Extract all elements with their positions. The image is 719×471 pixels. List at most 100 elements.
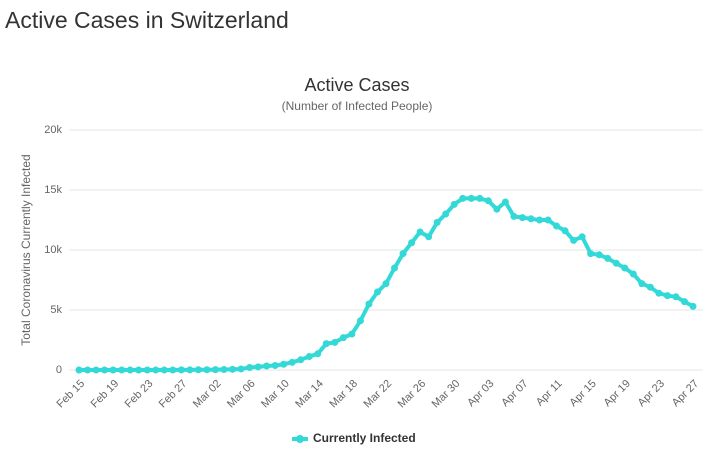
data-point: [365, 300, 373, 308]
y-tick-label: 10k: [44, 244, 62, 256]
data-point: [680, 298, 688, 306]
data-point: [501, 198, 509, 206]
data-point: [331, 338, 339, 346]
x-tick-label: Mar 26: [396, 378, 429, 411]
data-point: [689, 302, 697, 310]
data-point: [518, 214, 526, 222]
data-point: [246, 363, 254, 371]
data-point: [604, 254, 612, 262]
x-tick-label: Apr 27: [670, 378, 701, 409]
data-point: [288, 358, 296, 366]
data-point: [663, 292, 671, 300]
data-point: [536, 216, 543, 224]
data-point: [416, 228, 424, 236]
x-tick-label: Feb 23: [123, 378, 156, 411]
data-point: [408, 239, 416, 247]
data-point: [118, 366, 126, 374]
chart-title: Active Cases: [304, 75, 409, 95]
data-point: [254, 363, 262, 371]
data-point: [280, 360, 288, 368]
chart-subtitle: (Number of Infected People): [282, 99, 433, 113]
data-point: [399, 250, 407, 258]
data-point: [373, 288, 381, 296]
data-point: [177, 366, 185, 374]
page-title: Active Cases in Switzerland: [5, 7, 289, 33]
x-tick-label: Mar 14: [293, 378, 326, 411]
data-point: [612, 259, 620, 267]
data-point: [194, 366, 202, 374]
data-point: [109, 366, 117, 374]
data-point: [510, 212, 518, 220]
x-tick-label: Feb 27: [157, 378, 190, 411]
x-tick-label: Mar 02: [191, 378, 224, 411]
data-point: [211, 366, 219, 374]
data-point: [527, 215, 535, 223]
data-point: [672, 293, 680, 301]
x-tick-label: Mar 30: [430, 378, 463, 411]
y-axis-label: Total Coronavirus Currently Infected: [19, 154, 33, 345]
data-point: [101, 366, 109, 374]
data-point: [425, 233, 433, 241]
data-point: [621, 264, 629, 272]
data-point: [493, 205, 501, 213]
data-point: [356, 317, 364, 325]
data-point: [484, 197, 492, 205]
data-point: [237, 365, 245, 373]
data-point: [92, 366, 100, 374]
data-point: [143, 366, 151, 374]
data-point: [476, 194, 484, 202]
data-point: [553, 222, 561, 230]
data-point: [646, 283, 654, 291]
data-point: [126, 366, 134, 374]
data-point: [152, 366, 160, 374]
data-point: [229, 365, 236, 373]
data-point: [84, 366, 92, 374]
legend-label: Currently Infected: [313, 431, 416, 445]
data-point: [570, 236, 578, 244]
data-point: [169, 366, 177, 374]
data-point: [459, 194, 467, 202]
x-tick-label: Mar 06: [225, 378, 258, 411]
x-tick-label: Feb 15: [54, 378, 87, 411]
x-tick-label: Mar 10: [259, 378, 292, 411]
data-point: [271, 362, 279, 370]
data-point: [186, 366, 194, 374]
data-point: [638, 280, 646, 288]
data-point: [339, 334, 347, 342]
data-point: [544, 216, 552, 224]
data-point: [467, 194, 475, 202]
x-tick-label: Apr 11: [534, 378, 565, 409]
data-point: [561, 227, 569, 235]
x-tick-label: Apr 19: [602, 378, 633, 409]
x-tick-label: Apr 15: [567, 378, 598, 409]
y-tick-label: 5k: [50, 304, 62, 316]
data-point: [442, 210, 450, 218]
data-point: [433, 218, 441, 226]
data-point: [305, 353, 313, 361]
x-tick-label: Apr 07: [499, 378, 530, 409]
data-point: [220, 366, 228, 374]
y-tick-label: 15k: [44, 184, 62, 196]
data-point: [655, 289, 663, 297]
data-point: [297, 356, 305, 364]
data-point: [263, 362, 271, 370]
x-tick-label: Feb 19: [89, 378, 122, 411]
data-point: [629, 270, 637, 278]
y-tick-label: 20k: [44, 124, 62, 136]
data-point: [578, 233, 586, 241]
data-point: [450, 200, 458, 208]
data-point: [348, 330, 356, 338]
data-point: [203, 366, 211, 374]
x-tick-label: Mar 22: [361, 378, 394, 411]
data-point: [587, 250, 595, 258]
data-point: [382, 280, 390, 288]
data-point: [160, 366, 168, 374]
data-point: [322, 340, 330, 348]
data-point: [391, 264, 399, 272]
x-tick-label: Apr 23: [636, 378, 667, 409]
data-point: [595, 251, 603, 259]
data-point: [135, 366, 143, 374]
x-tick-label: Apr 03: [465, 378, 496, 409]
